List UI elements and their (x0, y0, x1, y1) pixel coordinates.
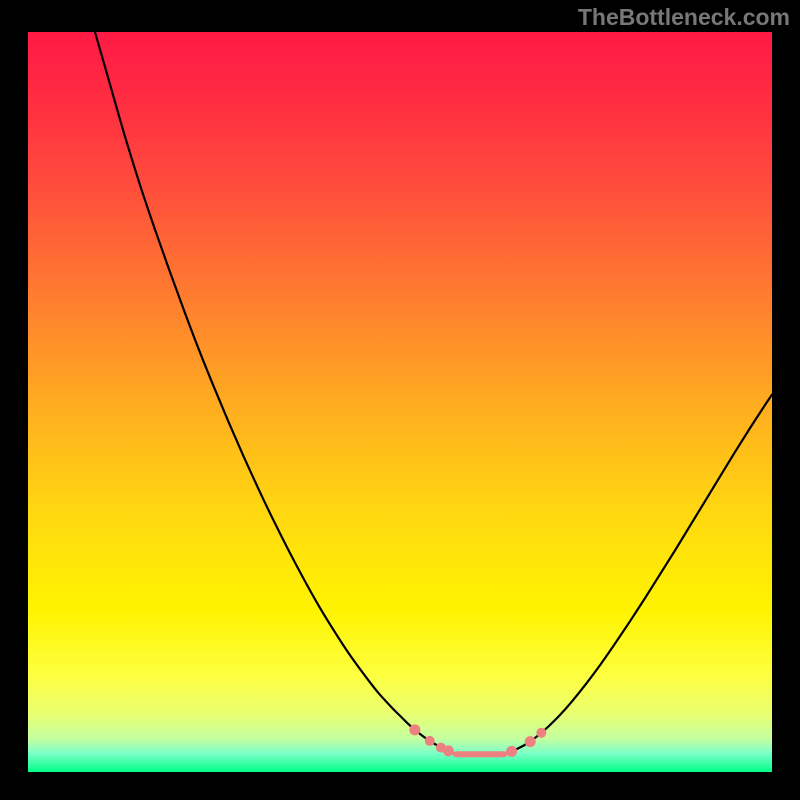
marker-3 (443, 745, 454, 756)
marker-4 (506, 746, 517, 757)
gradient-background (28, 32, 772, 772)
marker-5 (525, 736, 536, 747)
marker-1 (425, 736, 435, 746)
marker-0 (409, 724, 420, 735)
bottleneck-chart (28, 32, 772, 772)
watermark-label: TheBottleneck.com (578, 4, 790, 31)
marker-6 (536, 728, 546, 738)
